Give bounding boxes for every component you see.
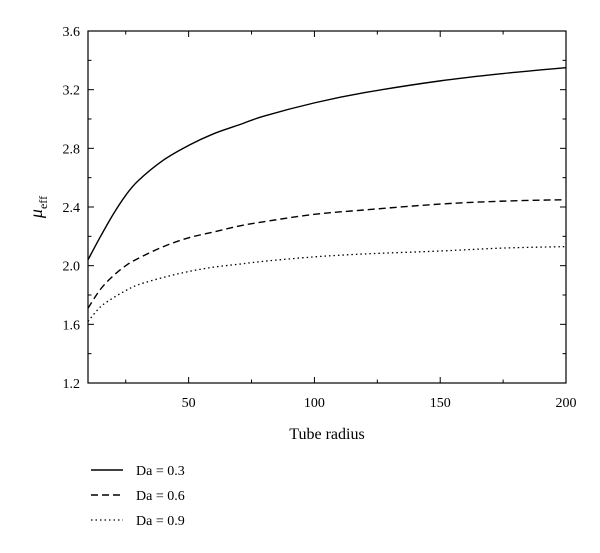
y-axis-title: μeff [26, 196, 50, 219]
x-tick-label: 150 [430, 396, 451, 411]
y-tick-label: 1.2 [63, 377, 81, 392]
series-line-2 [87, 198, 567, 309]
y-tick-label: 2.0 [63, 260, 81, 275]
x-tick-label: 200 [556, 396, 577, 411]
legend-label-1: Da = 0.3 [136, 464, 185, 479]
y-tick-label: 2.4 [63, 201, 81, 216]
x-axis-title: Tube radius [289, 426, 364, 443]
legend-label-3: Da = 0.9 [136, 514, 185, 529]
series-line-3 [87, 245, 567, 322]
y-tick-label: 2.8 [63, 142, 81, 157]
x-tick-label: 100 [304, 396, 325, 411]
plot-frame [87, 30, 567, 384]
y-tick-label: 1.6 [63, 318, 81, 333]
y-tick-label: 3.6 [63, 25, 81, 40]
x-tick-label: 50 [182, 396, 196, 411]
series-line-1 [87, 66, 567, 261]
legend-label-2: Da = 0.6 [136, 489, 185, 504]
y-tick-label: 3.2 [63, 84, 81, 99]
